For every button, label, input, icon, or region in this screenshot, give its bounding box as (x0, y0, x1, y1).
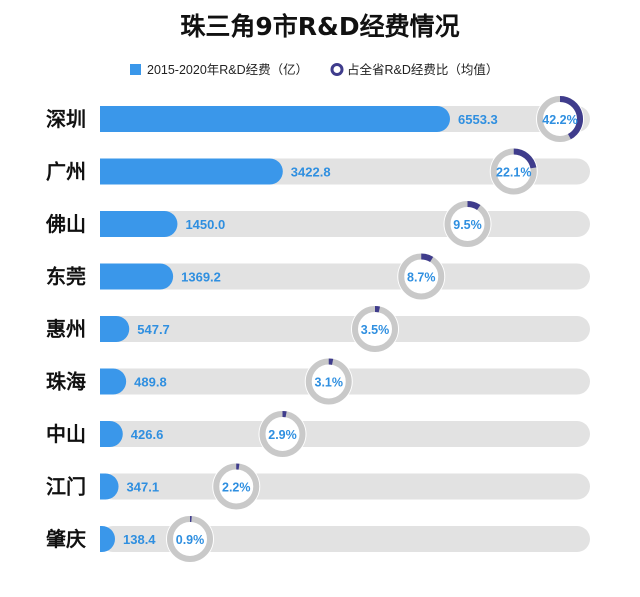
chart-title: 珠三角9市R&D经费情况 (180, 12, 459, 41)
ring-percent-label: 42.2% (542, 113, 577, 127)
ring-percent-label: 8.7% (407, 271, 436, 285)
bar (100, 526, 115, 552)
category-label: 东莞 (46, 265, 86, 289)
ring-arc (421, 253, 434, 263)
bar-value-label: 347.1 (127, 480, 160, 495)
bar-track (100, 316, 590, 342)
bar (100, 158, 283, 185)
legend-ring-swatch (330, 63, 344, 76)
legend: 2015-2020年R&D经费（亿） 占全省R&D经费比（均值） (130, 62, 498, 77)
category-label: 惠州 (46, 317, 86, 341)
bar-track (100, 421, 590, 447)
category-label: 江门 (46, 475, 86, 499)
bar (100, 316, 130, 342)
bar (100, 368, 127, 395)
ring-percent-label: 3.5% (361, 323, 390, 337)
bar-value-label: 138.4 (123, 532, 156, 547)
legend-ring-label: 占全省R&D经费比（均值） (347, 62, 498, 77)
ring-percent-label: 9.5% (453, 218, 482, 232)
category-label: 深圳 (46, 107, 86, 131)
bar-value-label: 489.8 (134, 375, 167, 390)
legend-bar-swatch (130, 64, 141, 75)
bar-track (100, 263, 590, 290)
category-label: 中山 (46, 422, 86, 446)
ring-percent-label: 22.1% (496, 166, 531, 180)
bar-value-label: 6553.3 (458, 112, 498, 127)
bar-track (100, 526, 590, 552)
ring-percent-label: 2.2% (222, 481, 251, 495)
bar (100, 263, 174, 290)
bar-value-label: 1450.0 (185, 217, 225, 232)
category-label: 广州 (46, 160, 86, 184)
bar (100, 106, 450, 132)
category-label: 肇庆 (46, 527, 86, 551)
plot-area: 深圳 6553.3 42.2% 广州 3422.8 22.1% 佛山 1450.0 9.5% 东莞… (45, 95, 590, 563)
bar-track (100, 473, 590, 500)
legend-bar-label: 2015-2020年R&D经费（亿） (147, 62, 308, 77)
bar (100, 211, 178, 237)
bar-value-label: 547.7 (137, 322, 170, 337)
ring-arc (559, 96, 583, 140)
ring-percent-label: 0.9% (176, 533, 205, 547)
bar-value-label: 426.6 (131, 427, 164, 442)
bar (100, 473, 119, 500)
ring-arc (513, 148, 537, 169)
bar-value-label: 3422.8 (291, 165, 331, 180)
ring-percent-label: 2.9% (268, 428, 297, 442)
category-label: 佛山 (45, 212, 86, 236)
ring-percent-label: 3.1% (315, 376, 344, 390)
bar (100, 421, 123, 447)
category-label: 珠海 (46, 370, 86, 394)
bar-value-label: 1369.2 (181, 270, 221, 285)
ring-arc (467, 201, 481, 211)
